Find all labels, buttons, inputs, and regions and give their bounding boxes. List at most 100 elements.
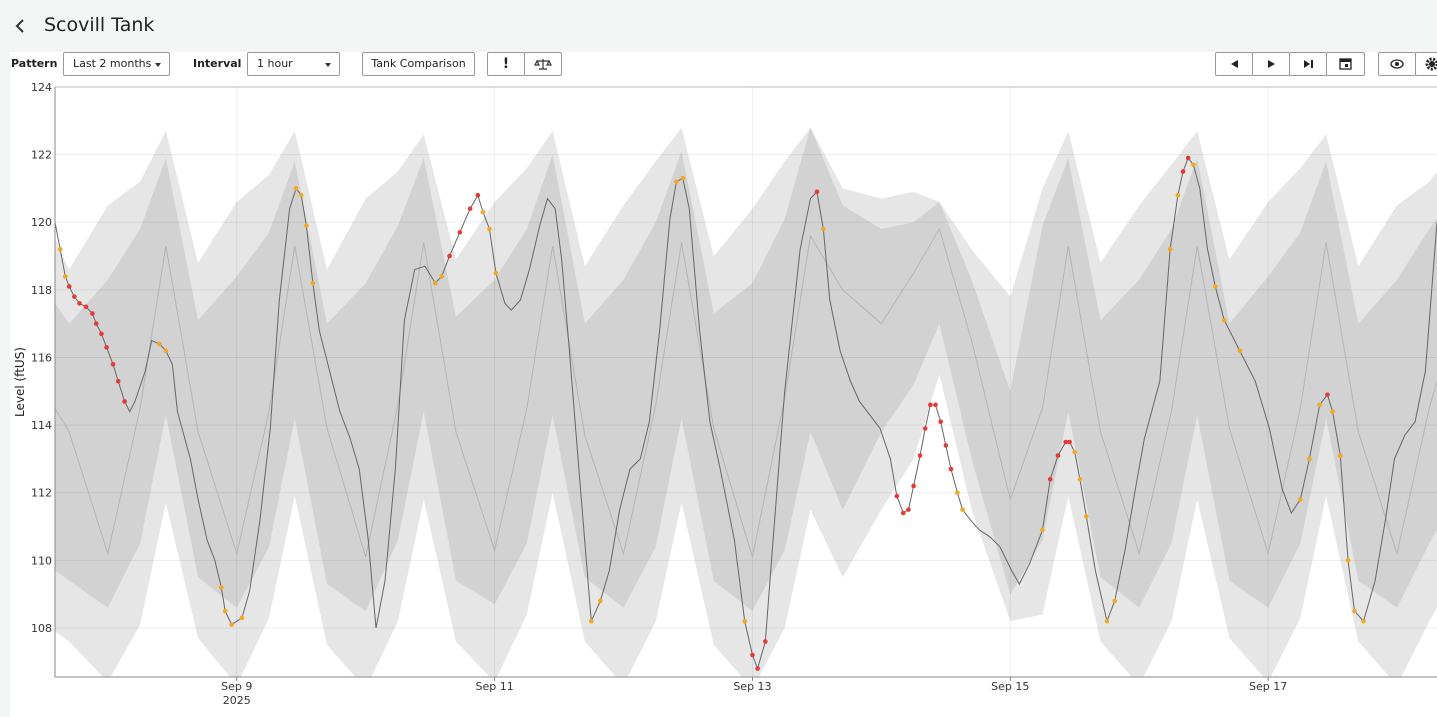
level-point [955,490,960,496]
level-point [475,192,481,198]
level-point [93,321,99,326]
level-point [304,223,309,228]
level-point [1191,162,1196,168]
level-point [1072,449,1078,455]
pattern-select[interactable]: Last 2 months [63,52,170,76]
balance-icon [534,59,552,70]
level-point [110,361,116,367]
y-axis-label: Level (ftUS) [13,347,27,417]
plot-area [55,87,1437,677]
pattern-band [55,127,1437,612]
level-point [99,331,104,337]
level-point [298,192,304,198]
y-tick-label: 114 [31,419,52,432]
level-line [55,156,1437,671]
y-tick-label: 124 [31,81,52,94]
level-point [72,294,77,299]
x-tick-label: Sep 13 [733,680,771,693]
settings-button[interactable] [1415,52,1437,76]
level-point [310,280,316,286]
level-point [1180,169,1186,174]
level-point [1077,476,1083,482]
prev-icon [1231,60,1238,68]
x-tick-label: Sep 17 [1249,680,1287,693]
level-point [77,301,82,306]
level-point [1104,618,1110,624]
level-point [1212,284,1218,289]
level-point [755,666,760,671]
page-title: Scovill Tank [44,14,155,36]
y-tick-label: 108 [31,622,52,635]
level-point [960,507,965,512]
level-point [1338,453,1343,458]
pattern-label: Pattern [11,57,58,70]
level-point [293,186,299,191]
y-tick-label: 116 [31,351,52,364]
interval-select[interactable]: 1 hour [247,52,340,76]
level-point [163,348,169,354]
level-point [219,585,224,590]
level-point [1352,608,1357,614]
level-point [90,311,95,316]
level-point [1298,497,1303,502]
calendar-button[interactable] [1326,52,1365,76]
level-point [487,226,492,232]
level-point [1067,439,1072,445]
level-point [480,209,486,215]
level-point [1325,392,1330,397]
level-point [83,304,89,310]
level-point [115,378,121,384]
tank-comparison-button[interactable]: Tank Comparison [362,52,475,76]
level-point [742,618,748,624]
level-point [439,274,445,279]
level-point [750,652,755,658]
level-point [1361,618,1366,624]
level-point [1317,402,1322,408]
level-point [493,270,499,276]
level-point [467,206,473,212]
y-tick-label: 112 [31,487,52,500]
prev-button[interactable] [1215,52,1253,76]
level-point [900,510,906,516]
level-point [239,615,245,621]
end-icon [1304,60,1313,68]
level-point [894,493,900,499]
level-point [922,426,928,431]
y-tick-label: 120 [31,216,52,229]
y-tick-label: 110 [31,554,52,567]
level-point [928,402,933,408]
level-point [1167,246,1173,252]
back-icon[interactable] [14,19,26,33]
end-button[interactable] [1289,52,1327,76]
balance-button[interactable] [524,52,562,76]
level-point [948,466,954,472]
level-point [943,443,949,448]
y-tick-label: 118 [31,284,52,297]
level-point [1055,453,1061,458]
level-point [1345,558,1351,563]
x-year-label: 2025 [223,694,251,707]
alert-button[interactable]: ! [487,52,525,76]
play-icon [1268,60,1275,68]
level-point [447,253,452,259]
level-point [1185,155,1191,161]
level-point [1221,317,1227,323]
level-point [1112,598,1118,604]
level-point [938,419,943,425]
level-point [1237,348,1243,354]
header: Scovill Tank [0,0,1437,50]
level-point [104,345,109,350]
play-button[interactable] [1252,52,1290,76]
level-point [1047,476,1053,482]
x-tick-label: Sep 9 [221,680,252,693]
level-point [680,175,686,181]
level-point [1084,514,1089,519]
eye-icon [1390,59,1404,69]
calendar-icon [1339,58,1352,70]
level-point [911,483,916,489]
level-point [598,598,603,604]
level-point [157,341,162,347]
y-tick-label: 122 [31,149,52,162]
